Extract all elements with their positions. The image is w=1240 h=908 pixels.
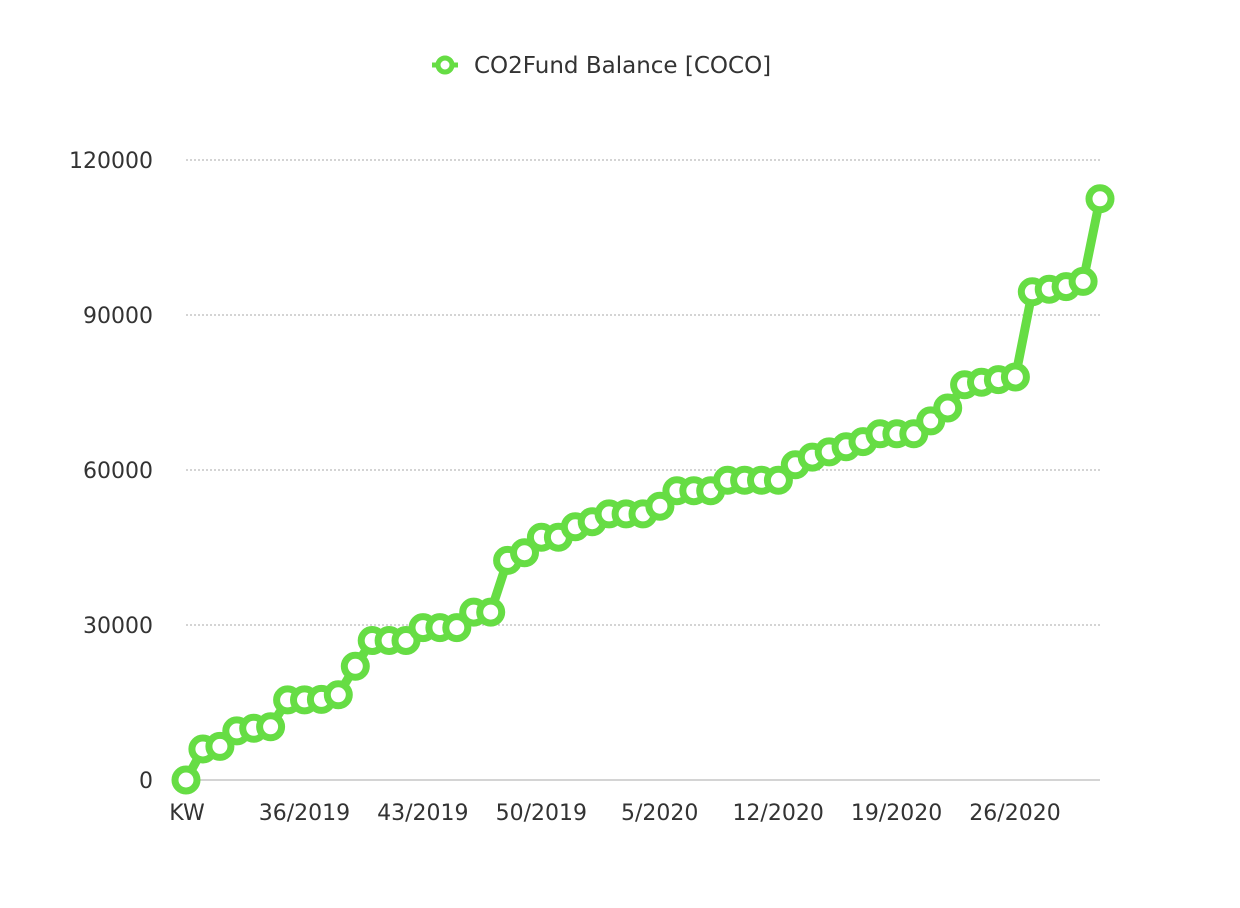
data-point[interactable] [933, 393, 963, 423]
data-point[interactable] [763, 465, 793, 495]
x-tick-label: 19/2020 [851, 801, 942, 826]
x-tick-label: 43/2019 [377, 801, 468, 826]
y-tick-label: 0 [139, 769, 153, 794]
data-point[interactable] [340, 651, 370, 681]
data-point[interactable] [645, 491, 675, 521]
x-tick-label: 26/2020 [969, 801, 1060, 826]
y-axis: 0 30000 60000 90000 120000 [69, 149, 153, 794]
x-axis: KW 36/2019 43/2019 50/2019 5/2020 12/2020 19/2… [169, 801, 1060, 826]
data-point[interactable] [442, 613, 472, 643]
data-point[interactable] [1068, 266, 1098, 296]
data-point[interactable] [476, 597, 506, 627]
legend-marker-swatch [435, 55, 455, 75]
x-tick-label: KW [169, 801, 205, 826]
legend-label: CO2Fund Balance [COCO] [474, 53, 771, 79]
data-point[interactable] [1085, 184, 1115, 214]
y-tick-label: 60000 [83, 459, 153, 484]
data-point[interactable] [1000, 362, 1030, 392]
x-tick-label: 36/2019 [259, 801, 350, 826]
data-point[interactable] [510, 538, 539, 568]
legend[interactable]: CO2Fund Balance [COCO] [432, 53, 771, 79]
y-tick-label: 90000 [83, 304, 153, 329]
y-tick-label: 30000 [83, 614, 153, 639]
x-tick-label: 5/2020 [621, 801, 698, 826]
y-tick-label: 120000 [69, 149, 153, 174]
gridlines [186, 159, 1100, 781]
data-point[interactable] [323, 680, 353, 710]
x-tick-label: 12/2020 [732, 801, 823, 826]
x-tick-label: 50/2019 [496, 801, 587, 826]
data-series [171, 184, 1115, 795]
data-point[interactable] [256, 712, 286, 742]
data-point[interactable] [205, 731, 235, 761]
data-point[interactable] [171, 765, 201, 795]
